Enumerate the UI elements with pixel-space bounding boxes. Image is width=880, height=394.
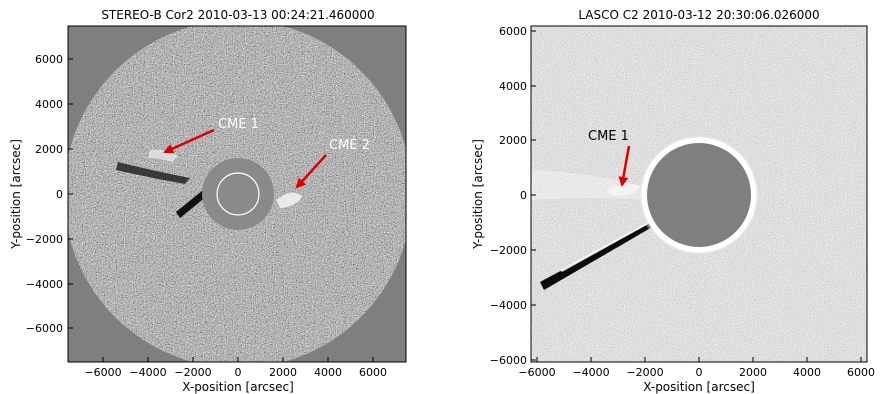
left-xtick-label: 2000 [269, 366, 297, 379]
right-occulter [647, 143, 751, 247]
left-ytick-label: 6000 [35, 53, 63, 66]
left-xlabel: X-position [arcsec] [182, 380, 294, 394]
cme1-label-right: CME 1 [588, 129, 629, 144]
left-xaxis: −6000 −4000 −2000 0 2000 4000 6000 [84, 366, 387, 379]
cme2-blob-left [276, 192, 302, 208]
bright-streak-right [560, 220, 652, 272]
dark-streak-right [540, 222, 654, 290]
right-ytick-label: 0 [520, 189, 527, 202]
right-xlabel: X-position [arcsec] [643, 380, 755, 394]
left-sun-limb [216, 172, 260, 216]
right-xtick-label: 4000 [793, 366, 821, 379]
left-ylabel: Y-position [arcsec] [9, 139, 23, 250]
right-ytick-label: 6000 [499, 25, 527, 38]
left-xtick-label: −4000 [129, 366, 166, 379]
cme2-label-left: CME 2 [329, 138, 370, 153]
cme1-arrow-right [618, 145, 631, 187]
right-xtick-label: 6000 [847, 366, 875, 379]
cme1-streak-left [116, 162, 190, 184]
right-xtick-label: 0 [696, 366, 703, 379]
left-xtick-label: −2000 [174, 366, 211, 379]
right-ytick-label: −2000 [490, 244, 527, 257]
right-occulter-ring [641, 137, 757, 253]
left-xtick-label: −6000 [84, 366, 121, 379]
left-ytick-label: 0 [56, 188, 63, 201]
left-tick-marks [68, 58, 374, 362]
right-panel: LASCO C2 2010-03-12 20:30:06.026000 CME … [471, 8, 875, 394]
right-ytick-label: −4000 [490, 299, 527, 312]
left-title: STEREO-B Cor2 2010-03-13 00:24:21.460000 [101, 8, 374, 22]
right-title: LASCO C2 2010-03-12 20:30:06.026000 [578, 8, 819, 22]
left-xtick-label: 6000 [359, 366, 387, 379]
right-ytick-label: 4000 [499, 80, 527, 93]
right-xtick-label: −2000 [626, 366, 663, 379]
left-xtick-label: 0 [235, 366, 242, 379]
left-occulter [202, 158, 274, 230]
right-ytick-label: 2000 [499, 134, 527, 147]
right-ylabel: Y-position [arcsec] [471, 139, 485, 250]
right-xtick-label: −6000 [518, 366, 555, 379]
cme1-label-left: CME 1 [218, 117, 259, 132]
left-ytick-label: −4000 [26, 278, 63, 291]
left-yaxis: 6000 4000 2000 0 −2000 −4000 −6000 [26, 53, 63, 335]
left-panel: STEREO-B Cor2 2010-03-13 00:24:21.460000… [9, 8, 407, 394]
left-ytick-label: 2000 [35, 143, 63, 156]
right-tick-marks [531, 30, 862, 362]
left-ytick-label: −2000 [26, 233, 63, 246]
right-xaxis: −6000 −4000 −2000 0 2000 4000 6000 [518, 366, 875, 379]
left-xtick-label: 4000 [314, 366, 342, 379]
left-ytick-label: 4000 [35, 98, 63, 111]
right-yaxis: 6000 4000 2000 0 −2000 −4000 −6000 [490, 25, 527, 367]
right-xtick-label: −4000 [572, 366, 609, 379]
cme1-blob-right [606, 184, 640, 196]
cme1-arrow-left [163, 128, 215, 154]
right-xtick-label: 2000 [739, 366, 767, 379]
left-ytick-label: −6000 [26, 322, 63, 335]
right-ytick-label: −6000 [490, 354, 527, 367]
cme2-arrow-left [295, 154, 327, 189]
